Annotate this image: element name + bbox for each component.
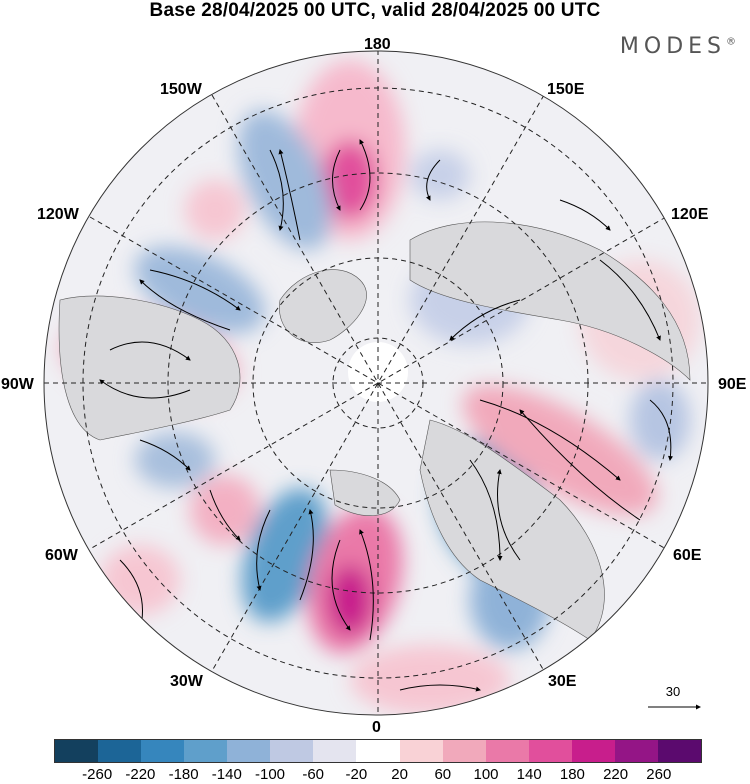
map-title: Base 28/04/2025 00 UTC, valid 28/04/2025… [149,0,601,21]
lon-label-90e: 90E [718,376,747,393]
wind-vector [599,259,661,341]
lon-label-30w: 30W [170,673,203,690]
lon-label-120e: 120E [671,206,709,223]
anomaly-field [61,60,700,715]
lon-label-0: 0 [372,719,381,736]
colorbar-tick-label: -180 [168,766,199,783]
colorbar-swatch [399,740,443,762]
colorbar-swatch [356,740,400,762]
lon-label-120w: 120W [37,206,79,223]
lon-label-60e: 60E [673,547,702,564]
anomaly-negative [135,432,215,488]
colorbar-swatch [55,740,99,762]
colorbar-swatch [184,740,228,762]
colorbar-tick-label: -140 [211,766,242,783]
wind-vector [519,409,641,521]
meridian-150e-30w [211,94,545,672]
wind-vector [425,159,441,201]
wind-vector [109,341,191,361]
reference-vector: 30 [648,683,698,701]
colorbar-tick-label: 100 [473,766,499,783]
wind-vector [149,269,241,311]
meridian-30-150 [211,94,545,672]
colorbar-swatch [528,740,572,762]
wind-vector [449,299,521,341]
anomaly-negative [630,380,690,460]
colorbar [54,739,702,763]
colorbar-ticks: -260 -220 -180 -140 -100 -60 -20 20 60 100 140 180 2… [0,766,750,784]
wind-vector [559,199,611,231]
colorbar-tick-label: 180 [559,766,585,783]
colorbar-swatch [614,740,658,762]
wind-vector [139,439,191,471]
colorbar-swatch [442,740,486,762]
colorbar-tick-label: -60 [302,766,325,783]
wind-vector [139,279,231,331]
anomaly-positive [190,475,260,545]
colorbar-swatch [270,740,314,762]
anomaly-positive [100,545,180,615]
wind-vector [299,509,314,601]
colorbar-swatch [141,740,185,762]
siberia-land [409,221,691,381]
anomaly-positive [462,385,658,515]
colorbar-tick-label: -260 [82,766,113,783]
wind-vector [399,684,481,692]
anomaly-positive [350,645,510,715]
lon-label-150w: 150W [160,81,202,98]
north-america-land [58,295,241,441]
colorbar-swatch [657,740,701,762]
modes-logo: MODES® [620,34,736,59]
colorbar-swatch [571,740,615,762]
colorbar-tick-label: 220 [603,766,629,783]
wind-vector [359,529,374,641]
anomaly-negative [410,150,470,200]
wind-vector [256,509,271,591]
wind-vector [269,149,284,231]
wind-vector [469,459,503,561]
wind-vectors [99,139,673,692]
registered-mark: ® [726,36,736,48]
colorbar-swatch [313,740,357,762]
colorbar-tick-label: -20 [345,766,368,783]
wind-vector [649,399,673,461]
lon-label-150e: 150E [547,81,585,98]
wind-vector [209,489,241,541]
colorbar-tick-label: 260 [646,766,672,783]
map-disc [44,51,708,715]
colorbar-tick-label: 60 [434,766,452,783]
anomaly-positive [185,180,245,240]
anomaly-negative [242,487,328,623]
meridian-120e-60w [89,216,667,550]
wind-vector [496,469,521,561]
polar-cap [348,342,408,402]
lon-label-180: 180 [364,36,391,53]
colorbar-tick-label: -100 [254,766,286,783]
wind-vector [331,539,351,631]
colorbar-tick-label: 140 [516,766,542,783]
colorbar-tick-label: -220 [125,766,156,783]
wind-vector [99,379,191,399]
colorbar-swatch [485,740,529,762]
lon-label-60w: 60W [45,547,78,564]
colorbar-swatch [98,740,142,762]
colorbar-swatch [227,740,271,762]
wind-vector [332,149,341,211]
wind-vector [479,399,621,481]
anomaly-positive [328,565,372,635]
polar-map [43,50,709,716]
wind-vector [278,149,301,241]
anomaly-negative [238,110,332,250]
map-boundary [43,50,709,716]
graticule [44,51,708,715]
brand-name: MODES [619,34,726,59]
colorbar-tick-label: 20 [391,766,408,783]
reference-vector-label: 30 [665,684,681,699]
meridian-60-120 [89,216,667,550]
lon-label-30e: 30E [548,673,577,690]
lon-label-90w: 90W [1,376,34,393]
wind-vector [359,139,371,211]
